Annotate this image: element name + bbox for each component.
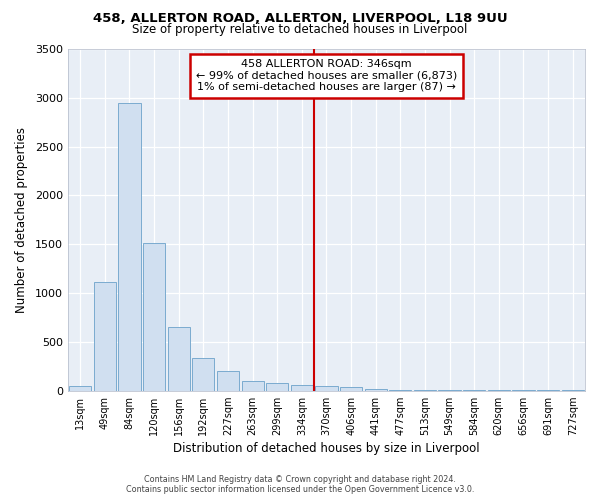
Bar bbox=[340, 388, 362, 390]
Bar bbox=[118, 102, 140, 391]
Bar bbox=[94, 282, 116, 391]
Text: Size of property relative to detached houses in Liverpool: Size of property relative to detached ho… bbox=[133, 22, 467, 36]
Bar bbox=[217, 371, 239, 390]
Bar bbox=[242, 381, 263, 390]
X-axis label: Distribution of detached houses by size in Liverpool: Distribution of detached houses by size … bbox=[173, 442, 480, 455]
Bar bbox=[266, 383, 289, 390]
Bar bbox=[167, 327, 190, 390]
Y-axis label: Number of detached properties: Number of detached properties bbox=[15, 127, 28, 313]
Text: 458 ALLERTON ROAD: 346sqm
← 99% of detached houses are smaller (6,873)
1% of sem: 458 ALLERTON ROAD: 346sqm ← 99% of detac… bbox=[196, 60, 457, 92]
Bar bbox=[316, 386, 338, 390]
Text: Contains HM Land Registry data © Crown copyright and database right 2024.
Contai: Contains HM Land Registry data © Crown c… bbox=[126, 474, 474, 494]
Bar bbox=[365, 388, 387, 390]
Bar bbox=[143, 244, 165, 390]
Text: 458, ALLERTON ROAD, ALLERTON, LIVERPOOL, L18 9UU: 458, ALLERTON ROAD, ALLERTON, LIVERPOOL,… bbox=[92, 12, 508, 26]
Bar bbox=[192, 358, 214, 390]
Bar bbox=[69, 386, 91, 390]
Bar bbox=[291, 386, 313, 390]
